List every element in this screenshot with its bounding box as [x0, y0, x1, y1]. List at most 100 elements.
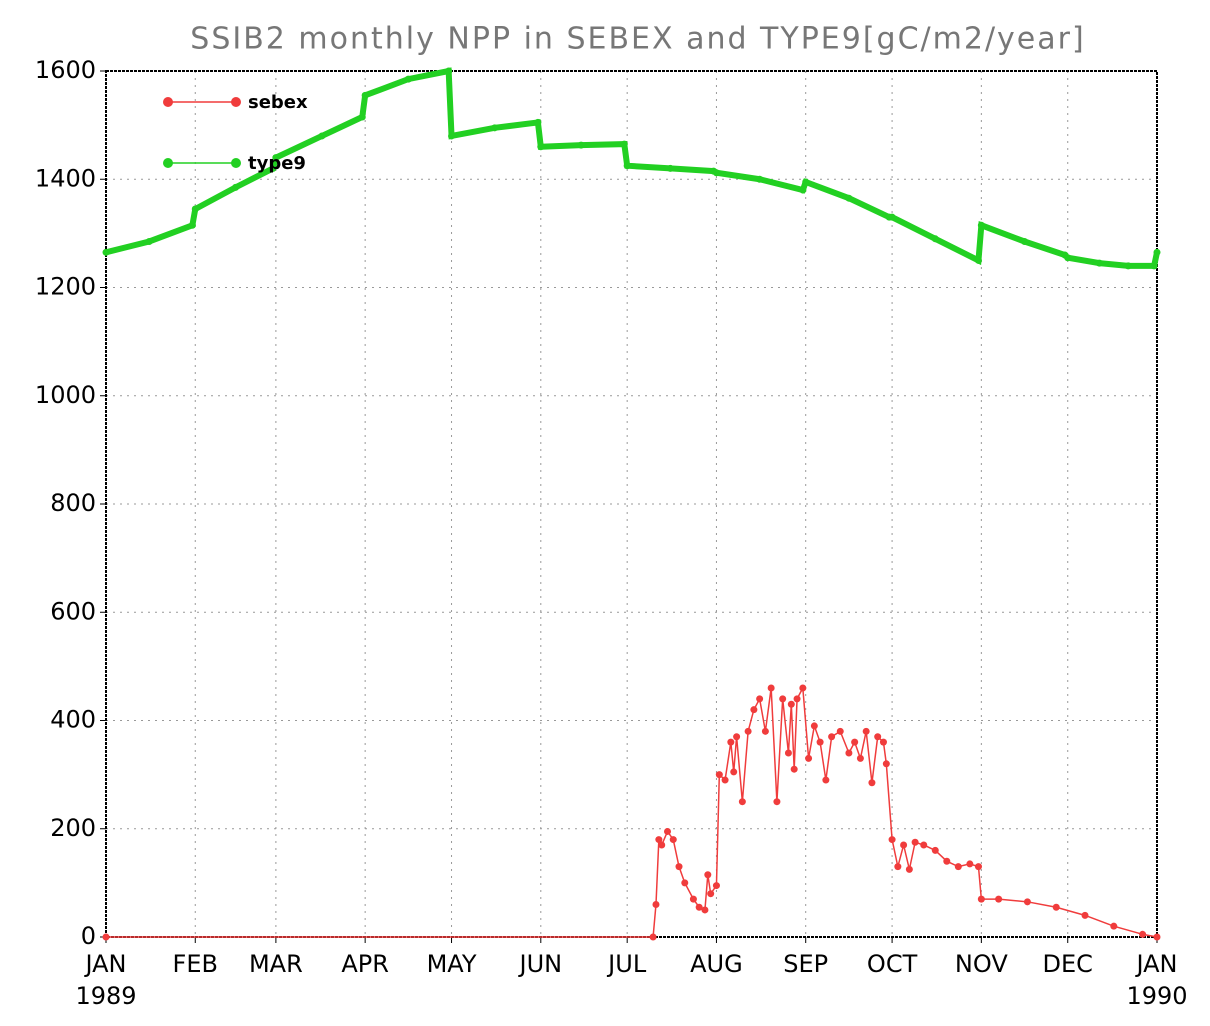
point	[669, 836, 677, 844]
y-tick-label: 1000	[35, 381, 96, 409]
point	[845, 749, 853, 757]
point	[828, 733, 836, 741]
point	[537, 143, 545, 151]
point	[822, 776, 830, 784]
point	[445, 67, 453, 75]
point	[689, 895, 697, 903]
legend-marker	[163, 97, 173, 107]
point	[1150, 262, 1158, 270]
x-tick-label: OCT	[867, 950, 918, 978]
point	[816, 738, 824, 746]
point	[623, 162, 631, 170]
point	[1023, 898, 1031, 906]
y-tick-label: 400	[50, 706, 96, 734]
point	[655, 836, 663, 844]
point	[862, 727, 870, 735]
point	[358, 113, 366, 121]
point	[974, 863, 982, 871]
x-tick-label: MAR	[249, 950, 303, 978]
chart-title: SSIB2 monthly NPP in SEBEX and TYPE9[gC/…	[190, 22, 1085, 57]
point	[534, 118, 542, 126]
x-tick-label: NOV	[955, 950, 1008, 978]
point	[879, 738, 887, 746]
y-tick-label: 0	[81, 922, 96, 950]
point	[784, 749, 792, 757]
point	[773, 798, 781, 806]
point	[888, 213, 896, 221]
point	[663, 827, 671, 835]
point	[900, 841, 908, 849]
point	[920, 841, 928, 849]
point	[232, 183, 240, 191]
point	[767, 684, 775, 692]
point	[1052, 903, 1060, 911]
point	[977, 895, 985, 903]
point	[790, 765, 798, 773]
point	[102, 248, 110, 256]
point	[1095, 259, 1103, 267]
point	[404, 75, 412, 83]
point	[888, 836, 896, 844]
point	[882, 760, 890, 768]
point	[577, 141, 585, 149]
legend-marker	[163, 158, 173, 168]
point	[845, 194, 853, 202]
point	[715, 771, 723, 779]
x-tick-label: JUN	[517, 950, 562, 978]
point	[894, 863, 902, 871]
point	[756, 175, 764, 183]
x-tick-label: MAY	[427, 950, 477, 978]
point	[868, 779, 876, 787]
point	[712, 169, 720, 177]
point	[272, 154, 280, 162]
point	[658, 841, 666, 849]
x-tick-label: DEC	[1043, 950, 1093, 978]
point	[856, 754, 864, 762]
point	[810, 722, 818, 730]
point	[695, 903, 703, 911]
x-tick-label: APR	[341, 950, 389, 978]
point	[681, 879, 689, 887]
point	[727, 738, 735, 746]
point	[1021, 237, 1029, 245]
y-tick-label: 1200	[35, 273, 96, 301]
point	[874, 733, 882, 741]
point	[779, 695, 787, 703]
point	[931, 235, 939, 243]
point	[802, 178, 810, 186]
point	[491, 124, 499, 132]
y-tick-label: 600	[50, 597, 96, 625]
point	[1124, 262, 1132, 270]
x-tick-label: AUG	[690, 950, 743, 978]
point	[1110, 922, 1118, 930]
point	[269, 164, 277, 172]
point	[851, 738, 859, 746]
series-line	[105, 67, 1160, 269]
point	[704, 871, 712, 879]
point	[995, 895, 1003, 903]
point	[750, 706, 758, 714]
point	[905, 865, 913, 873]
point	[793, 695, 801, 703]
point	[744, 727, 752, 735]
x-tick-label: JUL	[606, 950, 647, 978]
point	[787, 700, 795, 708]
legend-label: type9	[248, 153, 306, 174]
point	[966, 860, 974, 868]
point	[318, 132, 326, 140]
point	[666, 164, 674, 172]
point	[721, 776, 729, 784]
point	[761, 727, 769, 735]
point	[620, 140, 628, 148]
point	[188, 221, 196, 229]
legend-marker	[231, 158, 241, 168]
point	[675, 863, 683, 871]
point	[733, 733, 741, 741]
x-tick-label: JAN	[1134, 950, 1177, 978]
point	[730, 768, 738, 776]
point	[652, 901, 660, 909]
point	[448, 132, 456, 140]
y-tick-label: 200	[50, 814, 96, 842]
point	[1153, 248, 1161, 256]
